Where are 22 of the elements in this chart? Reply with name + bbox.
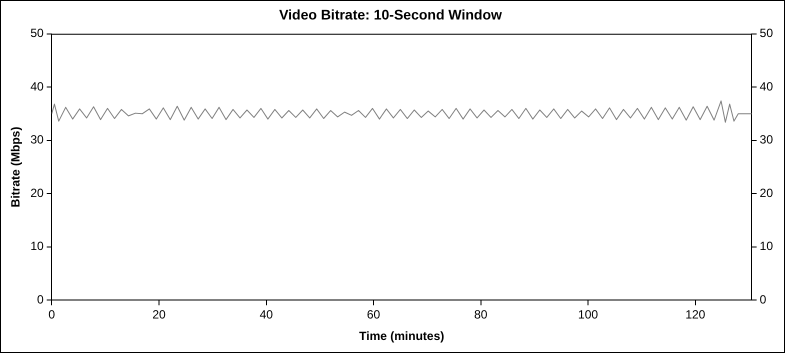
- y2-tick-label: 10: [760, 239, 774, 254]
- y2-tick-label: 20: [760, 186, 774, 200]
- x-axis-title: Time (minutes): [359, 329, 444, 344]
- y2-tick-label: 50: [760, 26, 774, 40]
- y-tick-label: 50: [30, 26, 44, 40]
- x-tick-label: 0: [48, 308, 56, 322]
- y2-tick-label: 30: [760, 132, 774, 147]
- y-tick-label: 30: [30, 132, 44, 147]
- y2-tick-label: 0: [760, 292, 767, 307]
- x-tick-label: 80: [474, 308, 488, 322]
- x-tick-label: 40: [260, 308, 274, 322]
- y-axis-title: Bitrate (Mbps): [8, 126, 23, 208]
- x-tick-label: 120: [685, 308, 706, 322]
- x-tick-label: 60: [366, 308, 381, 322]
- y-tick-label: 0: [37, 292, 44, 307]
- x-tick-label: 100: [578, 308, 598, 322]
- y-tick-label: 10: [30, 239, 44, 254]
- y-tick-label: 40: [30, 79, 44, 94]
- y2-tick-label: 40: [760, 79, 774, 94]
- y-tick-label: 20: [30, 186, 44, 200]
- x-tick-label: 20: [152, 308, 166, 322]
- chart-title: Video Bitrate: 10-Second Window: [279, 6, 502, 22]
